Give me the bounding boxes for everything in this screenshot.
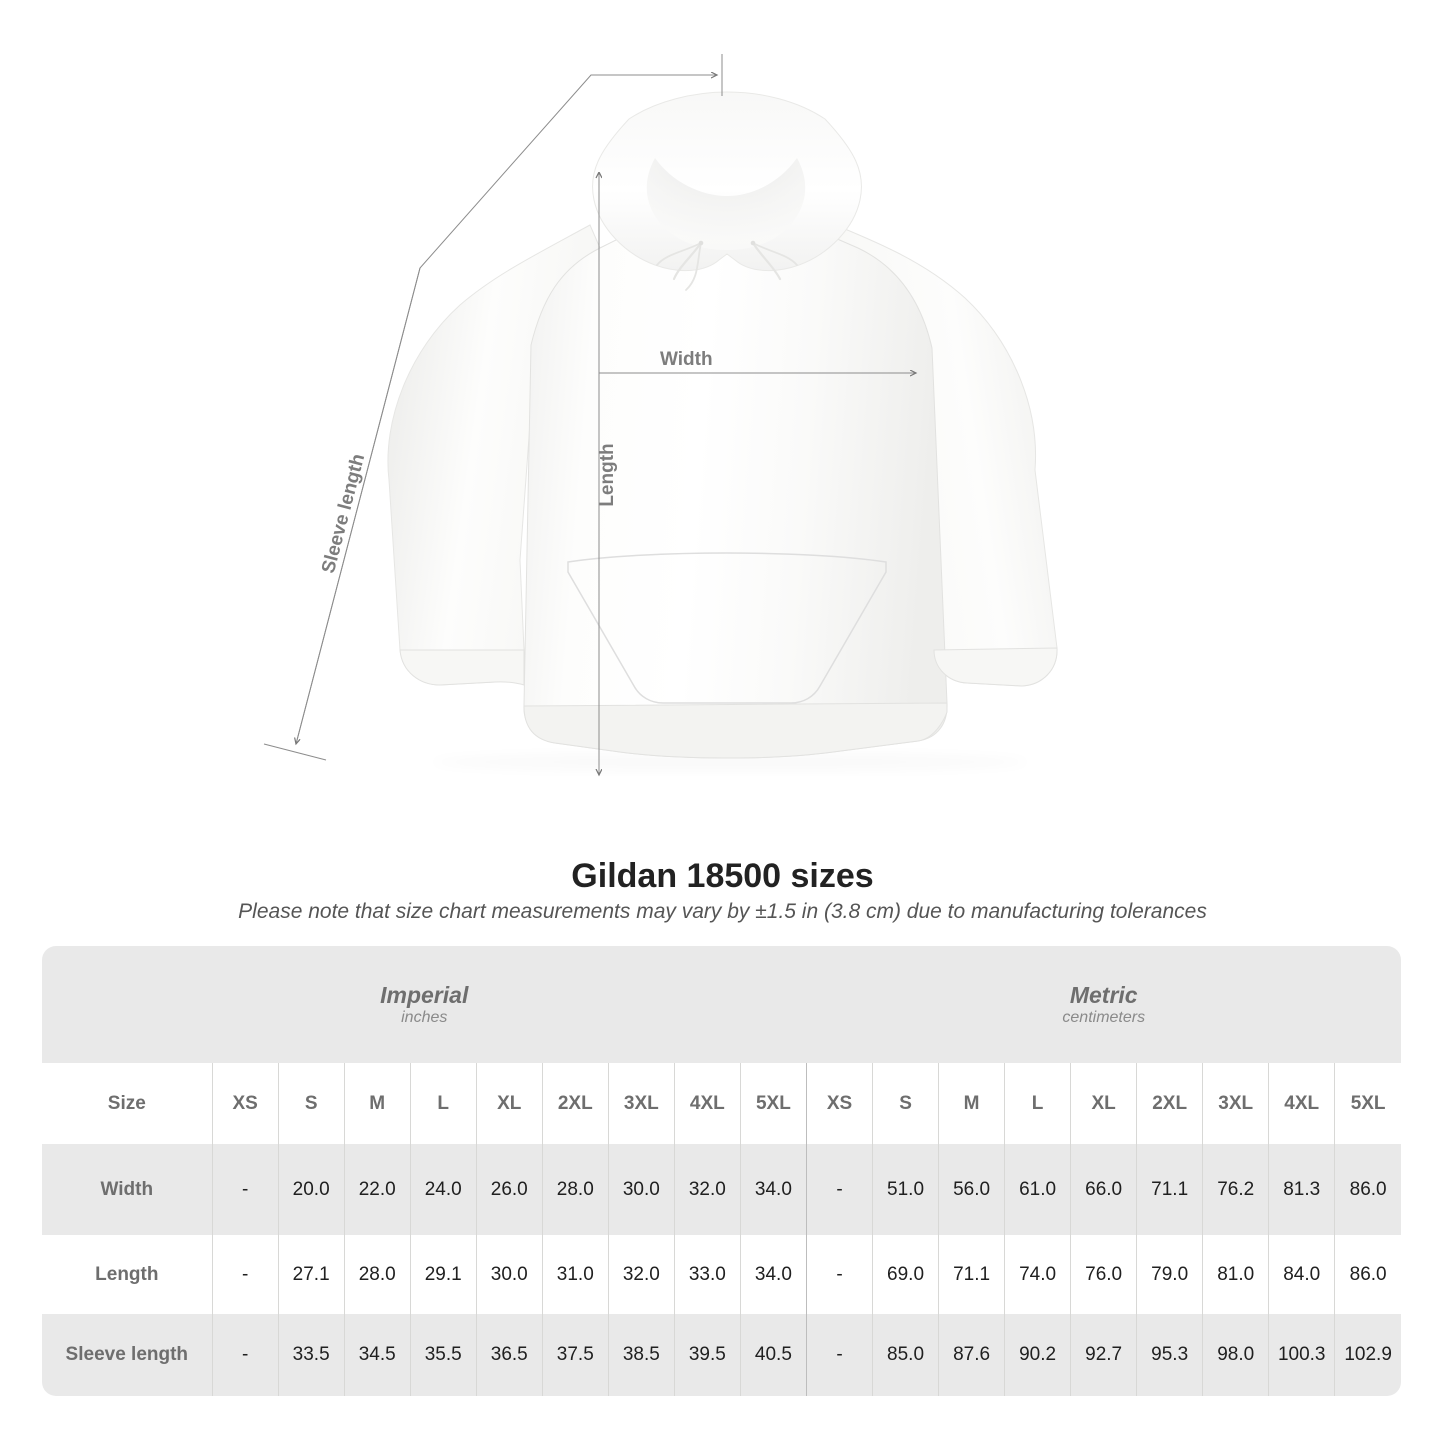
svg-text:Sleeve length: Sleeve length bbox=[318, 452, 369, 576]
svg-text:Length: Length bbox=[597, 443, 618, 506]
svg-text:Width: Width bbox=[660, 349, 713, 370]
